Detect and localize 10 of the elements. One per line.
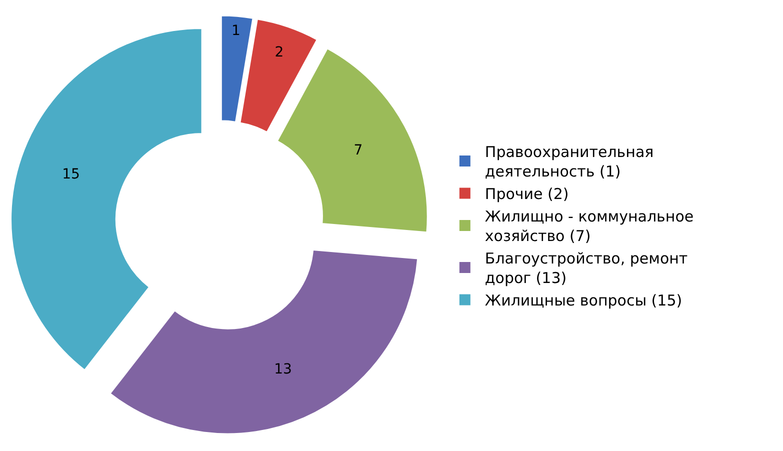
data-label: 7 <box>354 142 363 159</box>
data-label: 1 <box>231 22 240 39</box>
legend-label: Жилищные вопросы (15) <box>484 292 682 310</box>
legend-label: Благоустройство, ремонт дорог (13) <box>484 250 688 288</box>
legend-label: Жилищно - коммунальное хозяйство (7) <box>484 208 694 246</box>
legend-label: Правоохранительная деятельность (1) <box>484 143 654 181</box>
legend-label: Прочие (2) <box>484 185 569 204</box>
data-label: 15 <box>62 166 80 182</box>
data-label: 2 <box>274 44 284 61</box>
data-label: 13 <box>274 362 292 378</box>
